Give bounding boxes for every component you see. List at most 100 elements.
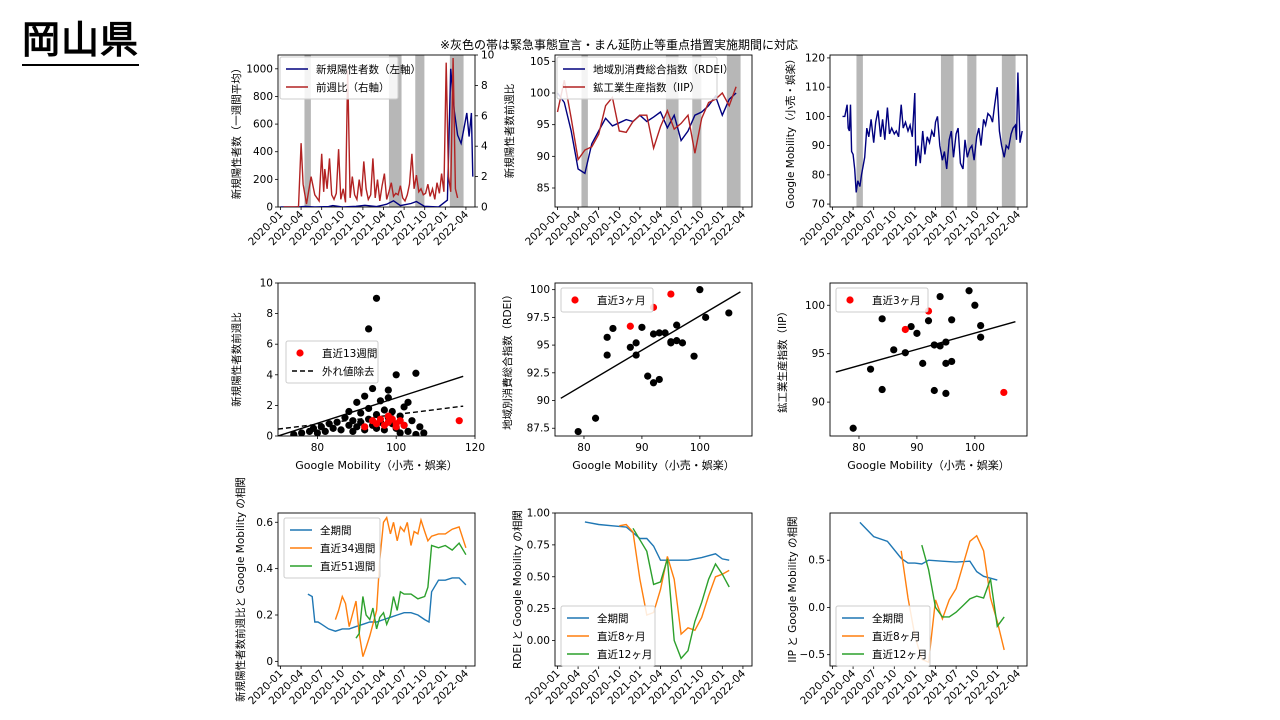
scatter-point (412, 369, 420, 377)
y-tick-label: 0 (266, 656, 273, 668)
shaded-period (304, 55, 311, 207)
scatter-point (655, 375, 663, 384)
x-tick-label: 80 (852, 442, 865, 454)
y-tick-label: 1.00 (527, 508, 550, 520)
scatter-point (349, 417, 357, 425)
y-tick-label: 95 (812, 348, 825, 360)
scatter-point (936, 292, 944, 301)
series-line (859, 521, 998, 581)
scatter-point (965, 287, 973, 295)
y-axis-label: 新規陽性者数（一週間平均） (230, 63, 243, 200)
x-tick-label: 80 (577, 442, 590, 454)
x-tick-label: 90 (910, 442, 923, 454)
y-tick-label: −0.5 (800, 649, 826, 661)
shaded-period (415, 55, 425, 207)
scatter-point (329, 424, 337, 432)
scatter-point (404, 398, 412, 406)
y-tick-label: 90 (537, 395, 550, 407)
y2-tick-label: 2 (481, 171, 488, 183)
x-tick-label: 100 (690, 442, 710, 454)
y-tick-label: 0.50 (527, 571, 550, 583)
y-tick-label: 97.5 (527, 312, 550, 324)
axes-frame (829, 54, 1028, 208)
legend-label: 直近3ヶ月 (872, 294, 921, 307)
panel-corr-iip: −0.50.00.52020-012020-042020-072020-1020… (786, 512, 1028, 707)
scatter-point-recent (1000, 388, 1008, 397)
panel-sc-iip: 90 95 100 80 90 100 鉱工業生産指数（IIP） Google Mobilit… (776, 282, 1028, 472)
legend-label: 全期間 (597, 612, 629, 625)
x-tick-label: 100 (965, 442, 985, 454)
scatter-point (408, 417, 416, 425)
fit-line (835, 321, 1016, 373)
axes-frame (277, 282, 476, 437)
scatter-point (321, 427, 329, 436)
legend-box (283, 517, 381, 579)
scatter-point (673, 321, 681, 329)
scatter-point (384, 386, 392, 394)
scatter-point (901, 349, 909, 357)
panel-ts-mobility: 7080901001101202020-012020-042020-072020… (784, 52, 1028, 248)
y-tick-label: 90 (812, 397, 825, 409)
series-line (842, 72, 1023, 193)
x-axis-label: Google Mobility（小売・娯楽） (572, 458, 734, 472)
legend-label: 直近12ヶ月 (872, 648, 927, 661)
scatter-point (942, 389, 950, 397)
scatter-point (849, 424, 857, 432)
series-line (556, 80, 737, 162)
series-line (280, 68, 474, 207)
legend-label: 新規陽性者数（左軸） (316, 63, 421, 76)
scatter-point (313, 429, 321, 436)
scatter-point (384, 394, 392, 402)
scatter-point (971, 301, 979, 309)
y-tick-label: 0.5 (808, 555, 825, 567)
scatter-point (298, 429, 306, 436)
scatter-point (725, 309, 733, 317)
scatter-point (420, 429, 428, 436)
y-tick-label: 200 (253, 174, 273, 186)
scatter-point (337, 426, 345, 434)
scatter-point (357, 409, 365, 417)
legend: 直近3ヶ月 (835, 287, 929, 313)
y-tick-label: 600 (253, 119, 273, 131)
y-tick-label: 0 (266, 202, 273, 214)
scatter-point (392, 371, 400, 379)
legend-box (279, 56, 399, 100)
scatter-point (913, 329, 921, 337)
legend-label: 直近3ヶ月 (597, 294, 646, 307)
scatter-point (380, 406, 388, 414)
shaded-period (940, 55, 954, 207)
scatter-point (626, 343, 634, 351)
legend-box (560, 605, 656, 667)
scatter-point (661, 329, 669, 337)
scatter-point (866, 365, 875, 373)
y-tick-label: 95 (537, 340, 550, 352)
legend-label: 直近8ヶ月 (872, 630, 921, 643)
panel-sc-rdei: 87.5 90 92.5 95 97.5 100 80 90 100 地域別消費総合指数（RDEI… (501, 282, 753, 472)
scatter-point (412, 430, 420, 436)
scatter-point (942, 359, 950, 367)
legend-label: 直近34週間 (320, 542, 375, 555)
legend-box (285, 340, 379, 384)
y-tick-label: 0 (266, 431, 273, 443)
scatter-point (690, 352, 698, 360)
series-line (584, 521, 730, 561)
y-tick-label: 2 (266, 400, 273, 412)
y-tick-label: 100 (530, 284, 550, 296)
fit-line-dashed (278, 405, 464, 430)
scatter-point-recent (400, 421, 408, 429)
legend-box (560, 287, 654, 313)
scatter-point (649, 330, 658, 338)
scatter-point (416, 423, 424, 431)
legend: 新規陽性者数（左軸） 前週比（右軸） (279, 56, 421, 100)
panel-sc-cases: 0 2 4 6 8 10 80 100 120 新規陽性者数前週比 Google Mobility（… (230, 278, 485, 473)
y-tick-label: 1000 (246, 63, 273, 75)
y-tick-label: 70 (812, 199, 825, 211)
scatter-point (372, 294, 381, 302)
legend-label: 地域別消費総合指数（RDEI） (593, 63, 734, 76)
scatter-point (948, 357, 956, 366)
series-line (307, 577, 467, 632)
